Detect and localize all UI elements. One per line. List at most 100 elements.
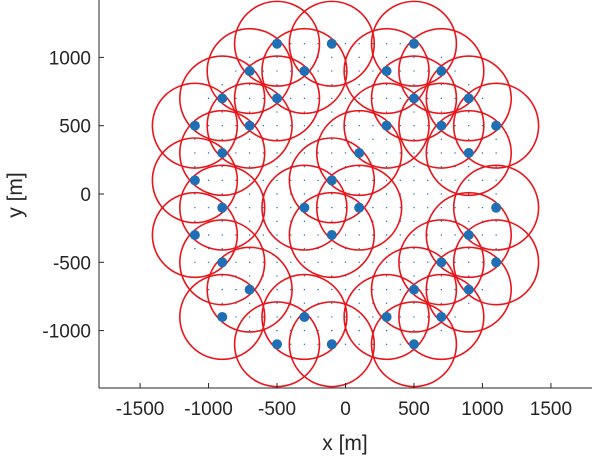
grid-dot [290,316,292,318]
coverage-circle [398,27,485,115]
coverage-circle [288,137,376,224]
grid-dot [399,206,401,209]
grid-dot [413,56,415,59]
grid-dot [303,234,306,236]
x-axis-ticks: -1500 -1000 -500 0 500 1000 1500 [116,383,572,420]
coverage-circle [206,27,293,115]
coverage-circle [288,191,376,279]
data-point [326,339,337,350]
coverage-circle [151,82,239,169]
grid-dot [440,97,443,100]
grid-dot [495,152,497,154]
grid-dot [385,288,388,291]
grid-dot [303,43,306,45]
data-point [463,229,474,240]
coverage-circle [425,246,512,333]
data-point [381,311,392,322]
grid-dot [194,193,196,195]
coverage-circle [452,82,540,169]
grid-dot [317,43,319,45]
data-point [463,148,474,159]
data-point [244,284,255,295]
grid-dot [248,152,251,154]
coverage-circle [315,164,403,251]
grid-dot [495,179,497,182]
grid-dot [372,97,374,100]
grid-dot [221,111,223,113]
grid-dot [372,179,374,182]
grid-dot [290,261,292,264]
coverage-circles-layer [151,0,540,388]
grid-dot [385,302,388,304]
grid-dot [413,138,415,141]
grid-dot [290,70,292,72]
grid-dot [344,288,347,291]
data-point [381,66,392,77]
grid-dot [221,84,223,86]
grid-dot [358,193,360,195]
grid-dot [344,234,347,236]
grid-dot [235,261,237,264]
grid-dot [413,234,415,236]
grid-dot [303,152,306,154]
coverage-circle [315,109,403,197]
grid-dot [276,329,278,332]
grid-dot [385,261,388,264]
grid-dot [372,343,374,345]
data-point [217,257,228,268]
grid-dot [331,329,333,332]
grid-dot [358,247,360,250]
grid-dot [248,56,251,59]
grid-dot [248,247,251,250]
grid-dot [495,193,497,195]
grid-dot [468,165,470,168]
grid-dot [413,165,415,168]
grid-dot [303,329,306,332]
grid-dot [331,220,333,223]
grid-dot [290,343,292,345]
grid-dot [290,124,292,127]
data-point [436,257,447,268]
grid-dot [413,316,415,318]
data-point [217,148,228,159]
grid-dot [248,165,251,168]
grid-dot [276,84,278,86]
grid-dot [303,97,306,100]
grid-dot [207,234,210,236]
grid-dot [481,97,484,100]
grid-dot [303,165,306,168]
grid-dot [413,84,415,86]
grid-dot [331,56,333,59]
grid-dot [262,70,265,72]
x-tick-label: 500 [398,399,430,420]
grid-dot [331,302,333,304]
grid-dot [221,247,223,250]
points-layer [189,38,502,350]
grid-dot [235,288,237,291]
grid-dot [385,343,388,345]
grid-dot [468,124,470,127]
grid-dot [207,179,210,182]
y-axis-label: y [m] [4,172,27,218]
grid-dot [468,193,470,195]
grid-dot [248,206,251,209]
coverage-circle [398,273,485,361]
grid-dot [481,206,484,209]
grid-dot [207,206,210,209]
grid-dot [454,179,456,182]
grid-dot [262,261,265,264]
grid-dot [235,234,237,236]
grid-dot [276,179,278,182]
grid-dot [385,275,388,277]
grid-dot [221,275,223,277]
coverage-circle [288,301,376,388]
grid-dot [440,247,443,250]
coverage-circle [343,273,430,361]
grid-dot [331,152,333,154]
grid-dot [276,316,278,318]
grid-dot [290,43,292,45]
grid-dot [248,193,251,195]
grid-dot [454,316,456,318]
grid-dot [194,220,196,223]
